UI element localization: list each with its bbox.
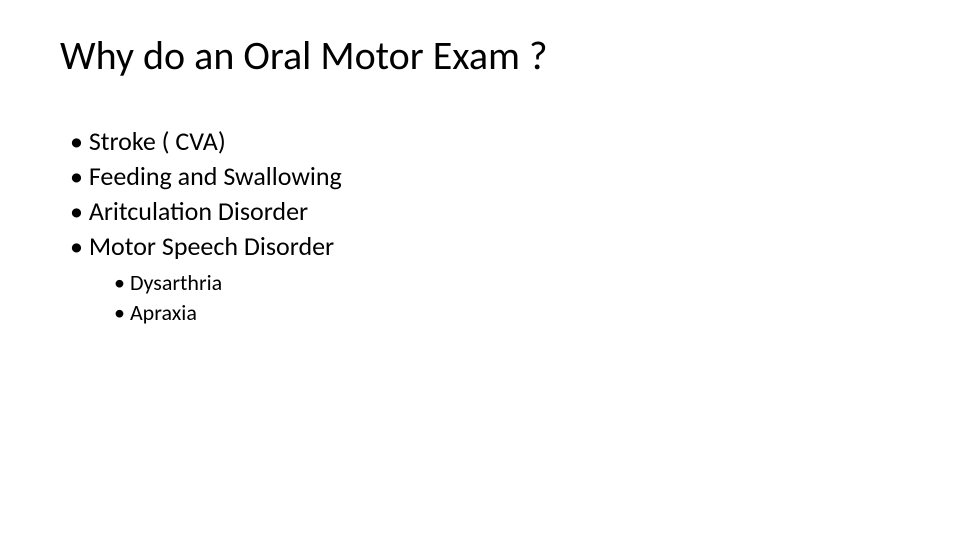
bullet-list: Stroke ( CVA) Feeding and Swallowing Ari… — [60, 124, 900, 328]
list-item: Stroke ( CVA) — [70, 124, 900, 159]
slide: Why do an Oral Motor Exam ? Stroke ( CVA… — [0, 0, 960, 540]
sub-bullet-list: Dysarthria Apraxia — [70, 268, 900, 327]
slide-title: Why do an Oral Motor Exam ? — [60, 34, 900, 78]
list-item: Aritculation Disorder — [70, 194, 900, 229]
list-item: Apraxia — [114, 298, 900, 328]
list-item: Feeding and Swallowing — [70, 159, 900, 194]
list-item-label: Motor Speech Disorder — [89, 230, 334, 262]
list-item: Motor Speech Disorder Dysarthria Apraxia — [70, 229, 900, 327]
list-item: Dysarthria — [114, 268, 900, 298]
